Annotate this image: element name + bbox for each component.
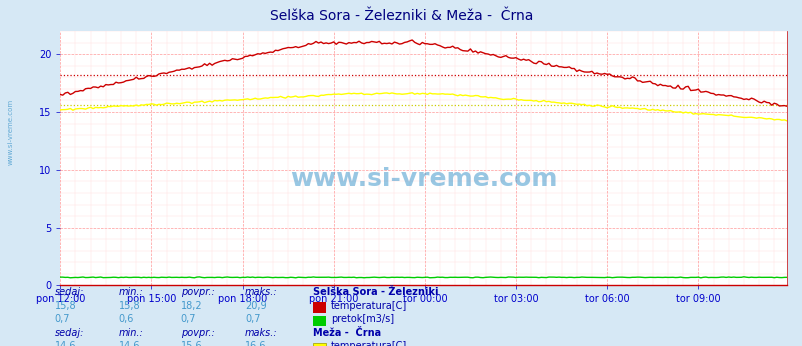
Text: sedaj:: sedaj:: [55, 328, 84, 338]
Text: temperatura[C]: temperatura[C]: [330, 341, 407, 346]
Text: 0,7: 0,7: [55, 314, 70, 324]
Text: www.si-vreme.com: www.si-vreme.com: [290, 167, 557, 191]
Text: 20,9: 20,9: [245, 301, 266, 311]
Text: temperatura[C]: temperatura[C]: [330, 301, 407, 311]
Text: 15,8: 15,8: [55, 301, 76, 311]
Text: maks.:: maks.:: [245, 287, 277, 297]
Text: 14,6: 14,6: [55, 341, 76, 346]
Text: 14,6: 14,6: [119, 341, 140, 346]
Text: min.:: min.:: [119, 328, 144, 338]
Text: maks.:: maks.:: [245, 328, 277, 338]
Text: pretok[m3/s]: pretok[m3/s]: [330, 314, 394, 324]
Text: 15,8: 15,8: [119, 301, 140, 311]
Text: Selška Sora - Železniki & Meža -  Črna: Selška Sora - Železniki & Meža - Črna: [269, 9, 533, 22]
Text: 0,7: 0,7: [245, 314, 260, 324]
Text: www.si-vreme.com: www.si-vreme.com: [7, 98, 14, 165]
Text: 0,6: 0,6: [119, 314, 134, 324]
Text: 18,2: 18,2: [180, 301, 202, 311]
Text: Selška Sora - Železniki: Selška Sora - Železniki: [313, 287, 438, 297]
Text: sedaj:: sedaj:: [55, 287, 84, 297]
Text: Meža -  Črna: Meža - Črna: [313, 328, 381, 338]
Text: povpr.:: povpr.:: [180, 328, 214, 338]
Text: min.:: min.:: [119, 287, 144, 297]
Text: 0,7: 0,7: [180, 314, 196, 324]
Text: povpr.:: povpr.:: [180, 287, 214, 297]
Text: 16,6: 16,6: [245, 341, 266, 346]
Text: 15,6: 15,6: [180, 341, 202, 346]
